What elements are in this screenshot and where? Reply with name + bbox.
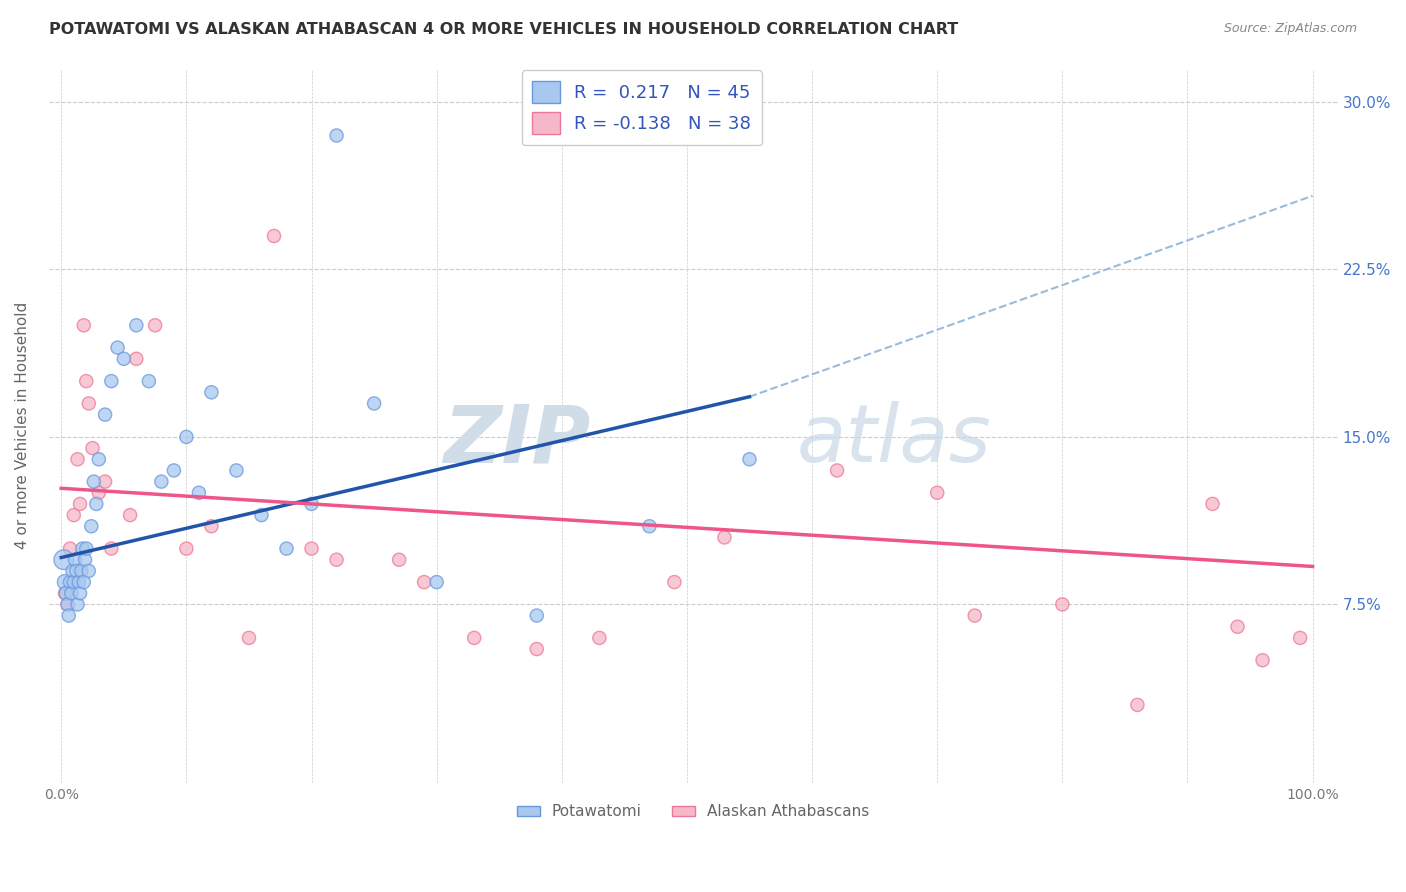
- Point: [664, 575, 686, 590]
- Point: [526, 608, 548, 623]
- Point: [276, 541, 298, 556]
- Legend: Potawatomi, Alaskan Athabascans: Potawatomi, Alaskan Athabascans: [510, 798, 876, 825]
- Point: [94, 475, 117, 489]
- Point: [325, 553, 347, 567]
- Point: [125, 318, 148, 333]
- Point: [225, 463, 247, 477]
- Point: [120, 508, 142, 522]
- Point: [713, 530, 735, 544]
- Text: Source: ZipAtlas.com: Source: ZipAtlas.com: [1223, 22, 1357, 36]
- Point: [388, 553, 411, 567]
- Point: [62, 508, 84, 522]
- Point: [825, 463, 848, 477]
- Point: [1126, 698, 1149, 712]
- Point: [100, 541, 122, 556]
- Point: [125, 351, 148, 366]
- Point: [69, 497, 91, 511]
- Point: [52, 553, 75, 567]
- Point: [72, 541, 94, 556]
- Point: [84, 497, 107, 511]
- Point: [1226, 620, 1249, 634]
- Point: [66, 598, 89, 612]
- Point: [100, 374, 122, 388]
- Point: [363, 396, 385, 410]
- Point: [69, 586, 91, 600]
- Point: [94, 408, 117, 422]
- Point: [301, 497, 323, 511]
- Point: [963, 608, 986, 623]
- Point: [80, 519, 103, 533]
- Point: [59, 541, 82, 556]
- Point: [138, 374, 160, 388]
- Point: [463, 631, 485, 645]
- Point: [263, 229, 285, 244]
- Point: [75, 541, 97, 556]
- Point: [55, 586, 77, 600]
- Point: [82, 441, 104, 455]
- Point: [738, 452, 761, 467]
- Point: [59, 575, 82, 590]
- Point: [62, 564, 84, 578]
- Text: atlas: atlas: [796, 401, 991, 479]
- Point: [187, 485, 209, 500]
- Point: [426, 575, 449, 590]
- Point: [56, 598, 79, 612]
- Point: [58, 608, 80, 623]
- Point: [150, 475, 173, 489]
- Point: [65, 564, 87, 578]
- Point: [1201, 497, 1223, 511]
- Point: [200, 519, 222, 533]
- Text: ZIP: ZIP: [443, 401, 591, 479]
- Point: [301, 541, 323, 556]
- Point: [60, 586, 83, 600]
- Point: [73, 553, 96, 567]
- Point: [62, 575, 84, 590]
- Point: [413, 575, 436, 590]
- Point: [77, 396, 100, 410]
- Point: [73, 318, 96, 333]
- Point: [87, 485, 110, 500]
- Point: [107, 341, 129, 355]
- Point: [53, 586, 76, 600]
- Point: [143, 318, 166, 333]
- Point: [56, 598, 79, 612]
- Point: [526, 642, 548, 657]
- Point: [588, 631, 610, 645]
- Point: [87, 452, 110, 467]
- Point: [200, 385, 222, 400]
- Point: [73, 575, 96, 590]
- Point: [325, 128, 347, 143]
- Point: [238, 631, 260, 645]
- Text: POTAWATOMI VS ALASKAN ATHABASCAN 4 OR MORE VEHICLES IN HOUSEHOLD CORRELATION CHA: POTAWATOMI VS ALASKAN ATHABASCAN 4 OR MO…: [49, 22, 959, 37]
- Y-axis label: 4 or more Vehicles in Household: 4 or more Vehicles in Household: [15, 302, 30, 549]
- Point: [77, 564, 100, 578]
- Point: [1052, 598, 1074, 612]
- Point: [250, 508, 273, 522]
- Point: [927, 485, 949, 500]
- Point: [67, 575, 90, 590]
- Point: [112, 351, 135, 366]
- Point: [53, 575, 76, 590]
- Point: [70, 564, 93, 578]
- Point: [176, 541, 198, 556]
- Point: [1289, 631, 1312, 645]
- Point: [63, 553, 86, 567]
- Point: [1251, 653, 1274, 667]
- Point: [66, 452, 89, 467]
- Point: [83, 475, 105, 489]
- Point: [638, 519, 661, 533]
- Point: [163, 463, 186, 477]
- Point: [176, 430, 198, 444]
- Point: [75, 374, 97, 388]
